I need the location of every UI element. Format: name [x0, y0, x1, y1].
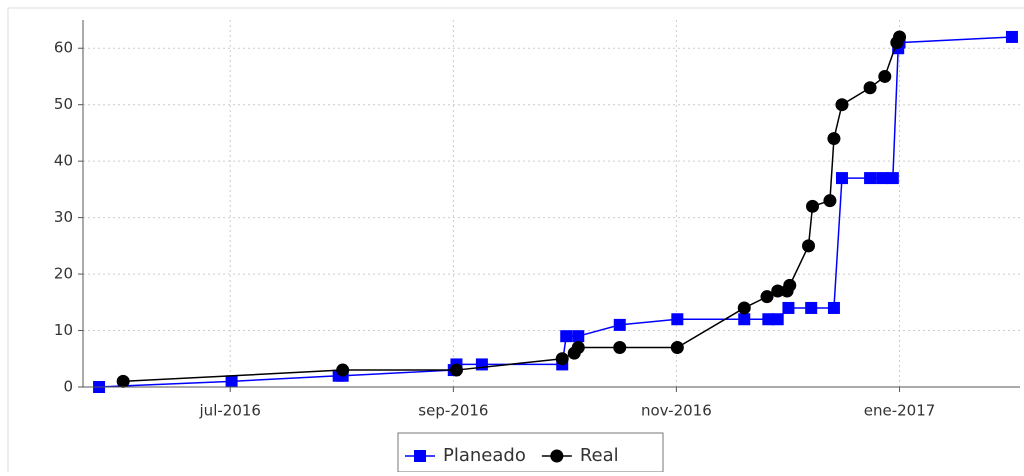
- legend-box: [397, 432, 664, 473]
- legend: Planeado Real: [405, 445, 619, 466]
- marker: [555, 352, 569, 366]
- y-tick-label: 40: [54, 152, 73, 170]
- marker: [806, 199, 820, 213]
- marker: [802, 239, 816, 253]
- marker: [613, 340, 627, 354]
- marker: [738, 313, 751, 326]
- y-tick-label: 10: [54, 321, 73, 339]
- legend-label: Planeado: [443, 445, 526, 466]
- x-tick-label: sep-2016: [418, 402, 488, 420]
- marker: [560, 330, 573, 343]
- x-tick-label: nov-2016: [641, 402, 712, 420]
- marker: [449, 363, 463, 377]
- x-tick-label: jul-2016: [199, 402, 261, 420]
- marker: [225, 375, 238, 388]
- marker: [414, 450, 426, 462]
- marker: [737, 301, 751, 315]
- y-tick-label: 30: [54, 208, 73, 226]
- marker: [878, 69, 892, 83]
- marker: [671, 313, 684, 326]
- marker: [771, 313, 784, 326]
- marker: [762, 313, 775, 326]
- marker: [823, 194, 837, 208]
- marker: [876, 172, 889, 185]
- marker: [760, 290, 774, 304]
- marker: [116, 374, 130, 388]
- marker: [835, 172, 848, 185]
- marker: [864, 172, 877, 185]
- marker: [572, 330, 585, 343]
- marker: [1005, 30, 1018, 43]
- marker: [571, 340, 585, 354]
- x-tick-label: ene-2017: [864, 402, 936, 420]
- marker: [336, 363, 350, 377]
- y-tick-label: 60: [54, 39, 73, 57]
- marker: [863, 81, 877, 95]
- marker: [475, 358, 488, 371]
- marker: [771, 284, 785, 298]
- legend-label: Real: [580, 445, 619, 466]
- marker: [827, 132, 841, 146]
- marker: [835, 98, 849, 112]
- marker: [886, 172, 899, 185]
- marker: [893, 30, 907, 44]
- marker: [670, 340, 684, 354]
- marker: [805, 301, 818, 314]
- plot: [93, 30, 1018, 393]
- marker: [613, 318, 626, 331]
- marker: [783, 278, 797, 292]
- y-tick-label: 20: [54, 265, 73, 283]
- marker: [827, 301, 840, 314]
- y-tick-label: 0: [63, 378, 73, 396]
- marker: [550, 449, 564, 463]
- marker: [782, 301, 795, 314]
- y-tick-label: 50: [54, 95, 73, 113]
